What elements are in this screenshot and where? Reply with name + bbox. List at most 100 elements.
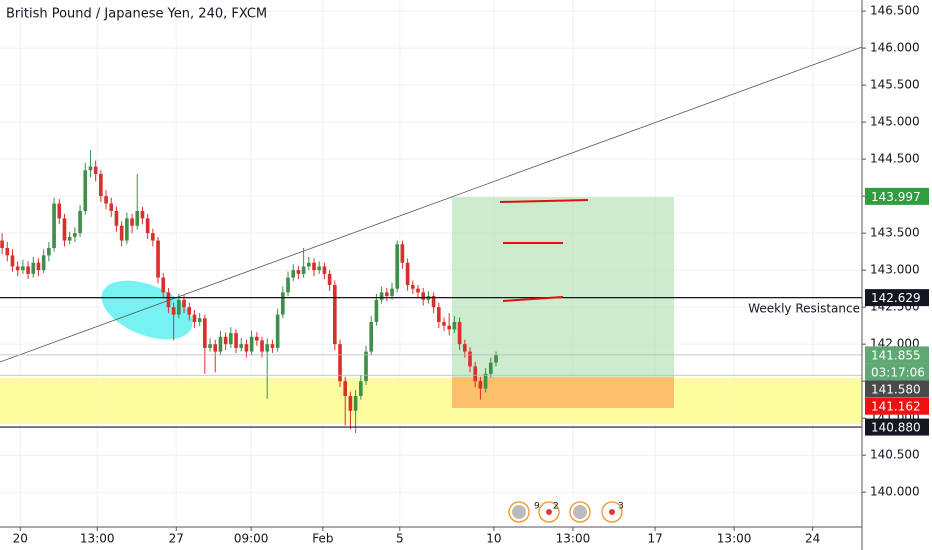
candle-body [332, 284, 337, 345]
candle-body [405, 262, 410, 285]
support-zone [0, 378, 862, 424]
candle-body [31, 262, 36, 274]
candle-body [291, 270, 296, 278]
candle-body [83, 170, 88, 211]
candle-body [119, 225, 124, 241]
candle-body [249, 336, 254, 352]
candle-body [384, 292, 389, 297]
candle-body [473, 366, 478, 382]
candle-body [317, 266, 322, 271]
candle-body [62, 218, 67, 241]
candle-body [223, 336, 228, 345]
candle-body [26, 266, 30, 274]
y-tick-label: 140.000 [870, 485, 920, 499]
candle-body [156, 240, 160, 278]
y-tick-label: 146.000 [870, 41, 920, 55]
target-line [502, 296, 564, 302]
event-dot [546, 509, 552, 515]
candle-body [41, 255, 46, 271]
candle-body [203, 318, 207, 348]
x-tick-label: Feb [312, 532, 333, 546]
price-tag [865, 380, 929, 398]
price-tag [865, 346, 929, 364]
candle-body [416, 288, 420, 293]
target-line [499, 199, 589, 203]
trend-line [0, 46, 863, 363]
chart-title: British Pound / Japanese Yen, 240, FXCM [6, 7, 267, 22]
candle-body [93, 166, 98, 174]
candle-body [145, 218, 150, 234]
candle-body [234, 333, 238, 348]
price-tag-label: 143.997 [871, 190, 921, 204]
price-tag-label: 141.162 [871, 400, 921, 414]
price-tag [865, 187, 929, 205]
candle-body [452, 321, 457, 330]
candle-body [125, 218, 129, 241]
x-tick-label: 10 [486, 532, 501, 546]
event-flag [512, 505, 526, 519]
candle-body [197, 318, 202, 322]
price-tag-label: 141.855 [871, 348, 921, 362]
candle-body [270, 344, 275, 348]
candle-body [462, 344, 467, 352]
candle-body [488, 362, 493, 374]
candle-body [57, 203, 62, 219]
x-tick-label: 24 [805, 532, 820, 546]
candle-body [161, 277, 166, 293]
candle-body [52, 203, 56, 248]
candle-body [166, 292, 171, 308]
candle-body [47, 247, 51, 256]
candle-body [296, 270, 301, 274]
stop-box [452, 377, 674, 408]
candle-body [348, 395, 353, 411]
candle-body [353, 395, 358, 411]
candle-body [442, 321, 446, 326]
candle-body [10, 255, 15, 267]
price-tag [865, 418, 929, 436]
candle-body [410, 284, 415, 289]
events: 9 2 3 [508, 501, 624, 523]
candle-body [275, 314, 280, 348]
candle-body [447, 325, 452, 330]
x-tick-label: 13:00 [556, 532, 591, 546]
candle-body [395, 244, 400, 289]
price-tag-label: 140.880 [871, 421, 921, 435]
candle-body [457, 321, 462, 345]
x-tick-label: 09:00 [234, 532, 269, 546]
candle-body [431, 296, 436, 308]
candle-body [239, 344, 244, 348]
y-tick-label: 143.000 [870, 263, 920, 277]
event-count: 2 [553, 502, 559, 512]
y-tick-label: 146.500 [870, 4, 920, 18]
candle-body [182, 299, 186, 308]
candle-body [244, 344, 249, 352]
price-tag-label: 142.629 [871, 291, 921, 305]
candle-body [369, 321, 374, 352]
candle-body [229, 333, 233, 345]
candle-body [130, 218, 134, 226]
candle-body [88, 166, 93, 171]
x-tick-label: 17 [647, 532, 662, 546]
candle-body [5, 247, 10, 256]
event-dot [609, 509, 615, 515]
candle-body [468, 351, 472, 367]
candle-body [265, 344, 270, 352]
candle-body [104, 196, 108, 204]
x-tick-label: 13:00 [717, 532, 752, 546]
candle-body [114, 210, 119, 226]
candle-body [322, 266, 327, 274]
axis: 140.000140.500141.000141.500142.000142.5… [13, 4, 929, 546]
candle-body [327, 273, 332, 285]
x-tick-label: 20 [13, 532, 28, 546]
candle-body [78, 210, 82, 234]
candle-body [36, 262, 41, 271]
candle-body [67, 236, 72, 241]
candle-body [140, 210, 145, 219]
candle-body [171, 307, 176, 315]
y-tick-label: 140.500 [870, 448, 920, 462]
x-tick-label: 5 [396, 532, 404, 546]
event-flag [573, 505, 587, 519]
candle-body [135, 210, 140, 226]
